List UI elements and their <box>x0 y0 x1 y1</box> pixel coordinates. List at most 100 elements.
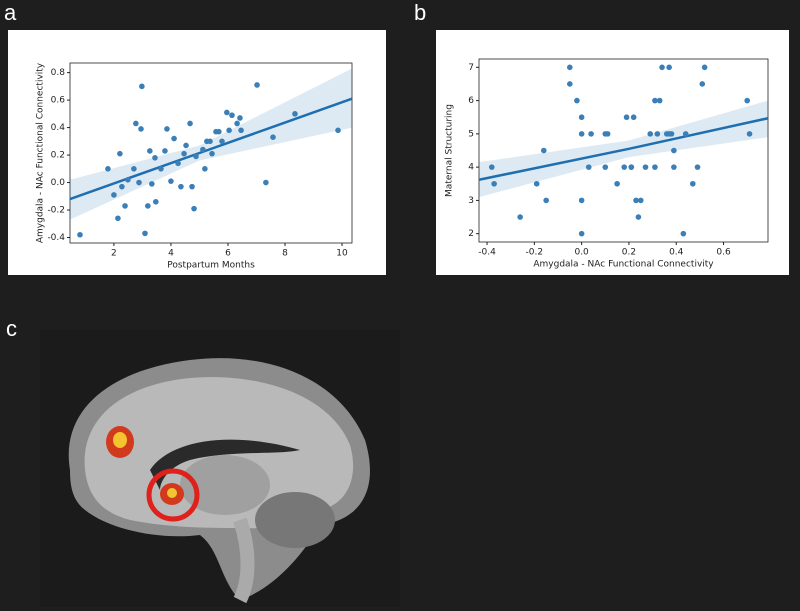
x-tick-label: 6 <box>225 249 231 259</box>
data-point <box>122 203 128 209</box>
data-point <box>701 64 708 71</box>
data-point <box>115 215 121 222</box>
data-point <box>147 148 153 154</box>
data-point <box>125 176 131 183</box>
data-point <box>578 230 585 237</box>
data-point <box>588 131 594 137</box>
data-point <box>181 150 187 157</box>
data-point <box>200 146 206 153</box>
panel-a-background <box>8 30 386 275</box>
data-point <box>647 131 654 137</box>
panel-label: b <box>414 0 426 25</box>
data-point <box>689 180 696 187</box>
data-point <box>604 131 611 137</box>
data-point <box>744 97 750 104</box>
data-point <box>635 214 642 220</box>
data-point <box>229 112 235 119</box>
data-point <box>630 114 637 121</box>
data-point <box>111 192 117 198</box>
data-point <box>226 127 232 134</box>
data-point <box>131 166 137 172</box>
x-tick-label: 0.6 <box>716 248 731 258</box>
x-tick-label: -0.2 <box>526 248 544 258</box>
data-point <box>694 164 701 170</box>
data-point <box>178 183 184 190</box>
data-point <box>682 131 689 137</box>
data-point <box>628 164 635 170</box>
data-point <box>533 180 540 187</box>
y-tick-label: 6 <box>468 96 474 106</box>
data-point <box>138 126 144 132</box>
data-point <box>567 81 573 87</box>
data-point <box>234 120 240 127</box>
data-point <box>659 64 665 71</box>
data-point <box>162 148 168 154</box>
data-point <box>145 203 151 209</box>
data-point <box>254 82 260 88</box>
y-axis-label: Amygdala - NAc Functional Connectivity <box>36 62 46 243</box>
data-point <box>585 164 592 170</box>
data-point <box>578 197 585 204</box>
y-tick-label: 4 <box>468 163 474 173</box>
data-point <box>202 166 208 172</box>
regression-line <box>478 117 769 182</box>
data-point <box>193 153 199 160</box>
x-tick-label: 0.2 <box>622 248 636 258</box>
data-point <box>263 179 269 186</box>
panel-label: a <box>4 0 17 25</box>
data-point <box>216 128 222 135</box>
y-tick-label: 5 <box>468 129 474 139</box>
data-point <box>671 164 677 170</box>
axes-frame <box>478 58 769 243</box>
data-point <box>699 81 706 87</box>
data-point <box>142 230 148 237</box>
data-point <box>543 197 549 204</box>
data-point <box>136 179 142 186</box>
data-point <box>671 147 677 154</box>
data-point <box>652 164 658 170</box>
data-point <box>654 131 661 137</box>
data-point <box>139 83 145 90</box>
data-point <box>191 205 197 212</box>
data-point <box>652 97 658 104</box>
y-tick-label: -0.2 <box>47 206 65 216</box>
data-point <box>642 164 649 170</box>
y-tick-label: 0.8 <box>51 68 66 78</box>
y-axis-label: Maternal Structuring <box>445 104 455 197</box>
data-point <box>175 160 181 167</box>
data-point <box>168 178 174 184</box>
data-point <box>224 109 230 116</box>
x-axis-label: Postpartum Months <box>167 261 255 271</box>
data-point <box>623 114 630 121</box>
x-tick-label: 4 <box>168 249 174 259</box>
data-point <box>238 127 244 134</box>
data-point <box>621 164 628 170</box>
data-point <box>614 180 620 187</box>
data-point <box>746 131 753 137</box>
data-point <box>488 164 495 170</box>
data-point <box>656 97 663 104</box>
data-point <box>491 180 497 187</box>
data-point <box>164 126 170 132</box>
y-tick-label: 3 <box>468 196 474 206</box>
x-axis-label: Amygdala - NAc Functional Connectivity <box>533 260 714 270</box>
data-point <box>292 111 298 117</box>
data-point <box>207 138 213 145</box>
data-point <box>517 214 523 220</box>
data-point <box>209 150 215 157</box>
x-tick-label: 2 <box>111 249 117 259</box>
data-point <box>219 138 225 145</box>
data-point <box>117 150 123 157</box>
data-point <box>578 114 585 121</box>
y-tick-label: -0.4 <box>47 233 65 243</box>
data-point <box>158 166 164 172</box>
data-point <box>152 155 158 161</box>
data-point <box>567 64 573 71</box>
brain-image <box>40 330 400 607</box>
y-tick-label: 7 <box>468 63 474 73</box>
data-point <box>637 197 644 204</box>
data-point <box>189 183 195 190</box>
data-point <box>270 134 276 140</box>
data-point <box>149 181 155 187</box>
